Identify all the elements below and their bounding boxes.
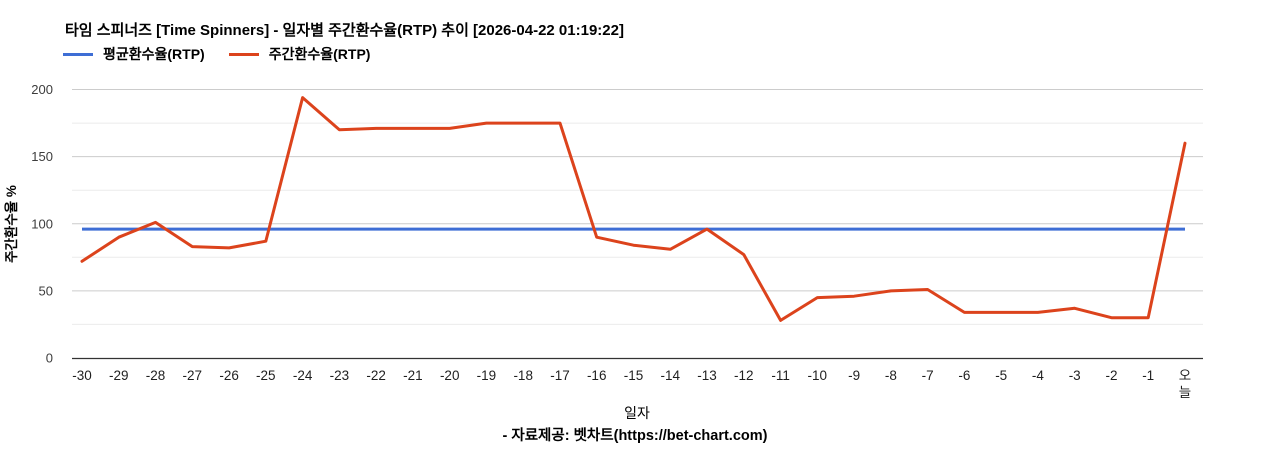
x-tick-label: -6 — [958, 368, 970, 383]
x-tick-label: -30 — [72, 368, 92, 383]
x-tick-label: -10 — [808, 368, 828, 383]
y-tick-label: 50 — [39, 283, 53, 298]
average-line-swatch — [63, 52, 93, 56]
y-axis-title: 주간환수율 % — [3, 185, 19, 263]
x-tick-label: -25 — [256, 368, 276, 383]
x-tick-label: -20 — [440, 368, 460, 383]
x-tick-label: -5 — [995, 368, 1007, 383]
chart-series — [80, 96, 1187, 322]
footer-credit: - 자료제공: 벳차트(https://bet-chart.com) — [502, 428, 768, 444]
x-tick-label: -22 — [366, 368, 386, 383]
x-tick-label: -14 — [661, 368, 681, 383]
x-tick-label: -19 — [477, 368, 497, 383]
gridlines — [72, 89, 1203, 360]
x-tick-label: -26 — [219, 368, 239, 383]
y-tick-label: 150 — [31, 149, 53, 164]
legend-item-weekly: 주간환수율(RTP) — [228, 44, 371, 64]
x-tick-label: -27 — [183, 368, 203, 383]
legend-label-weekly: 주간환수율(RTP) — [268, 46, 371, 62]
x-tick-label: -13 — [697, 368, 717, 383]
x-tick-label: -4 — [1032, 368, 1044, 383]
x-tick-label: -29 — [109, 368, 129, 383]
x-tick-label: -8 — [885, 368, 897, 383]
x-tick-label: -3 — [1069, 368, 1081, 383]
x-tick-label: -7 — [922, 368, 934, 383]
x-tick-label: -16 — [587, 368, 607, 383]
x-tick-label: -17 — [550, 368, 570, 383]
x-tick-label: -23 — [330, 368, 350, 383]
x-tick-label: -12 — [734, 368, 754, 383]
y-tick-label: 200 — [31, 82, 53, 97]
chart-title: 타임 스피너즈 [Time Spinners] - 일자별 주간환수율(RTP)… — [65, 22, 624, 39]
weekly-rtp-line — [80, 96, 1187, 322]
x-tick-label: -11 — [771, 368, 790, 383]
y-tick-label: 0 — [46, 351, 53, 366]
axis-tick-labels: 0 50 100 150 200 -30 -29 -28 -27 -26 -25 -24 -23 -22 -… — [31, 82, 1191, 400]
x-tick-label: -1 — [1142, 368, 1154, 383]
x-tick-label: -18 — [513, 368, 533, 383]
x-axis-title: 일자 — [624, 405, 650, 421]
x-tick-label: -15 — [624, 368, 644, 383]
legend-item-average: 평균환수율(RTP) — [63, 44, 205, 64]
legend-label-average: 평균환수율(RTP) — [103, 46, 205, 62]
weekly-line-swatch — [228, 52, 259, 56]
y-tick-label: 100 — [31, 216, 53, 231]
chart-legend: 평균환수율(RTP) 주간환수율(RTP) — [63, 44, 370, 64]
x-tick-label: -21 — [403, 368, 423, 383]
x-tick-label: -28 — [146, 368, 166, 383]
x-tick-label: -24 — [293, 368, 313, 383]
x-tick-label: -2 — [1105, 368, 1117, 383]
x-tick-label: -9 — [848, 368, 860, 383]
